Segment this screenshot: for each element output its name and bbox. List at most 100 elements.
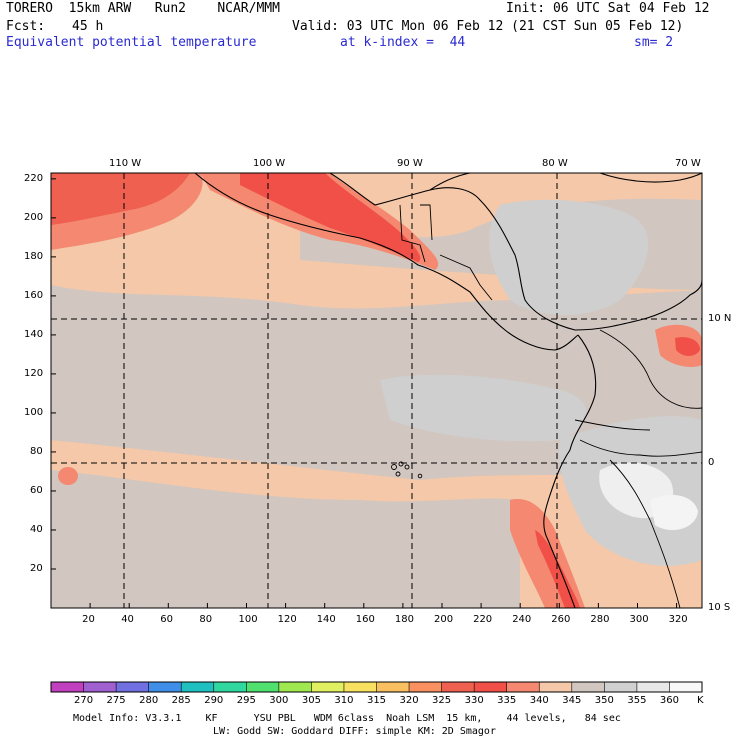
y-tick-label: 20 (30, 562, 43, 574)
colorbar-label: 330 (464, 695, 484, 706)
colorbar-label: 325 (432, 695, 452, 706)
longitude-label: 80 W (542, 158, 568, 169)
x-tick-label: 180 (394, 614, 414, 625)
colorbar-label: 310 (334, 695, 354, 706)
border-peru-brazil (609, 459, 681, 608)
field-patch-lightgrey-pacific (380, 374, 587, 442)
y-tick-label: 160 (24, 289, 44, 301)
field-band-grey-2 (51, 470, 520, 608)
y-tick-label: 80 (30, 445, 43, 457)
colorbar-label: 335 (497, 695, 517, 706)
colorbar-swatch (376, 682, 410, 692)
colorbar-label: 295 (236, 695, 256, 706)
coastline-gulf-caribbean (329, 173, 641, 331)
x-tick-label: 80 (199, 614, 213, 625)
colorbar-swatch (409, 682, 443, 692)
coastline-venezuela (639, 279, 702, 321)
latitude-label: 10 S (708, 602, 731, 613)
longitude-label: 110 W (109, 158, 142, 169)
y-tick-label: 120 (24, 367, 44, 379)
coastline-south-america-pacific (543, 334, 597, 608)
border-colombia-venezuela (599, 329, 702, 409)
longitude-label: 100 W (253, 158, 286, 169)
colorbar-swatch (51, 682, 85, 692)
x-tick-label: 100 (238, 614, 258, 625)
latitude-label: 0 (708, 457, 715, 468)
y-tick-label: 220 (24, 172, 44, 184)
colorbar-label: 315 (366, 695, 387, 706)
y-tick-label: 40 (30, 523, 43, 535)
colorbar-swatch (636, 682, 670, 692)
latitude-label: 10 N (708, 313, 732, 324)
field-hot-venezuela (675, 337, 700, 356)
colorbar-label: 340 (529, 695, 549, 706)
border-central-america (439, 254, 493, 301)
y-tick-label: 200 (24, 211, 44, 223)
k-index-label: at k-index = 44 (340, 35, 466, 50)
x-tick-label: 280 (590, 614, 610, 625)
colorbar-label: 350 (594, 695, 614, 706)
field-patch-lightgrey-caribbean (489, 199, 649, 315)
forecast-hour: 45 h (72, 19, 104, 34)
colorbar-label: 275 (106, 695, 126, 706)
x-tick-label: 200 (433, 614, 454, 625)
colorbar-swatch (343, 682, 377, 692)
valid-time: Valid: 03 UTC Mon 06 Feb 12 (21 CST Sun … (292, 19, 684, 34)
x-tick-label: 140 (316, 614, 336, 625)
model-title: TORERO 15km ARW Run2 NCAR/MMM (6, 1, 280, 16)
colorbar-label: 270 (74, 695, 94, 706)
colorbar (50, 681, 703, 693)
x-tick-label: 240 (512, 614, 532, 625)
field-warm-blob-west (58, 467, 78, 485)
field-hot-northwest (51, 173, 190, 225)
colorbar-label: 280 (139, 695, 159, 706)
field-title: Equivalent potential temperature (6, 35, 257, 50)
coastline-mexico-central-america (194, 173, 579, 351)
colorbar-swatch (311, 682, 345, 692)
colorbar-label: 305 (301, 695, 321, 706)
colorbar-swatch (116, 682, 150, 692)
x-tick-label: 40 (121, 614, 134, 625)
border-guatemala-belize (420, 204, 433, 241)
field-patch-white-2 (650, 494, 698, 531)
x-axis-tick-marks (89, 603, 678, 608)
x-tick-label: 320 (668, 614, 688, 625)
plot-frame (50, 172, 703, 609)
field-hot-mexico (240, 173, 421, 262)
x-tick-label: 260 (551, 614, 571, 625)
colorbar-swatch (539, 682, 573, 692)
colorbar-swatch (181, 682, 215, 692)
y-tick-label: 60 (30, 484, 43, 496)
x-tick-label: 20 (82, 614, 95, 625)
border-mexico-guatemala (399, 204, 426, 263)
latlon-grid (51, 173, 702, 608)
colorbar-unit: K (697, 695, 704, 706)
x-tick-label: 300 (629, 614, 649, 625)
colorbar-label: 360 (659, 695, 679, 706)
model-info: Model Info: V3.3.1 KF YSU PBL WDM 6class… (73, 713, 621, 724)
x-tick-label: 160 (355, 614, 375, 625)
colorbar-swatch (83, 682, 117, 692)
colorbar-label: 285 (171, 695, 191, 706)
colorbar-swatch (604, 682, 638, 692)
smoothing-label: sm= 2 (634, 35, 674, 50)
y-tick-label: 140 (24, 328, 44, 340)
longitude-label: 90 W (397, 158, 423, 169)
x-tick-label: 60 (160, 614, 174, 625)
colorbar-swatch (474, 682, 508, 692)
colorbar-label: 290 (204, 695, 224, 706)
colorbar-label: 345 (562, 695, 582, 706)
forecast-label: Fcst: (6, 19, 46, 34)
colorbar-swatch (246, 682, 280, 692)
colorbar-swatch (148, 682, 182, 692)
galapagos-islands (391, 461, 423, 479)
init-time: Init: 06 UTC Sat 04 Feb 12 (506, 1, 710, 16)
coastline-yucatan (429, 173, 471, 191)
colorbar-swatch (506, 682, 540, 692)
x-tick-label: 120 (277, 614, 297, 625)
country-borders (399, 204, 702, 608)
colorbar-swatch (571, 682, 605, 692)
colorbar-label: 320 (399, 695, 419, 706)
colorbar-swatch (441, 682, 475, 692)
